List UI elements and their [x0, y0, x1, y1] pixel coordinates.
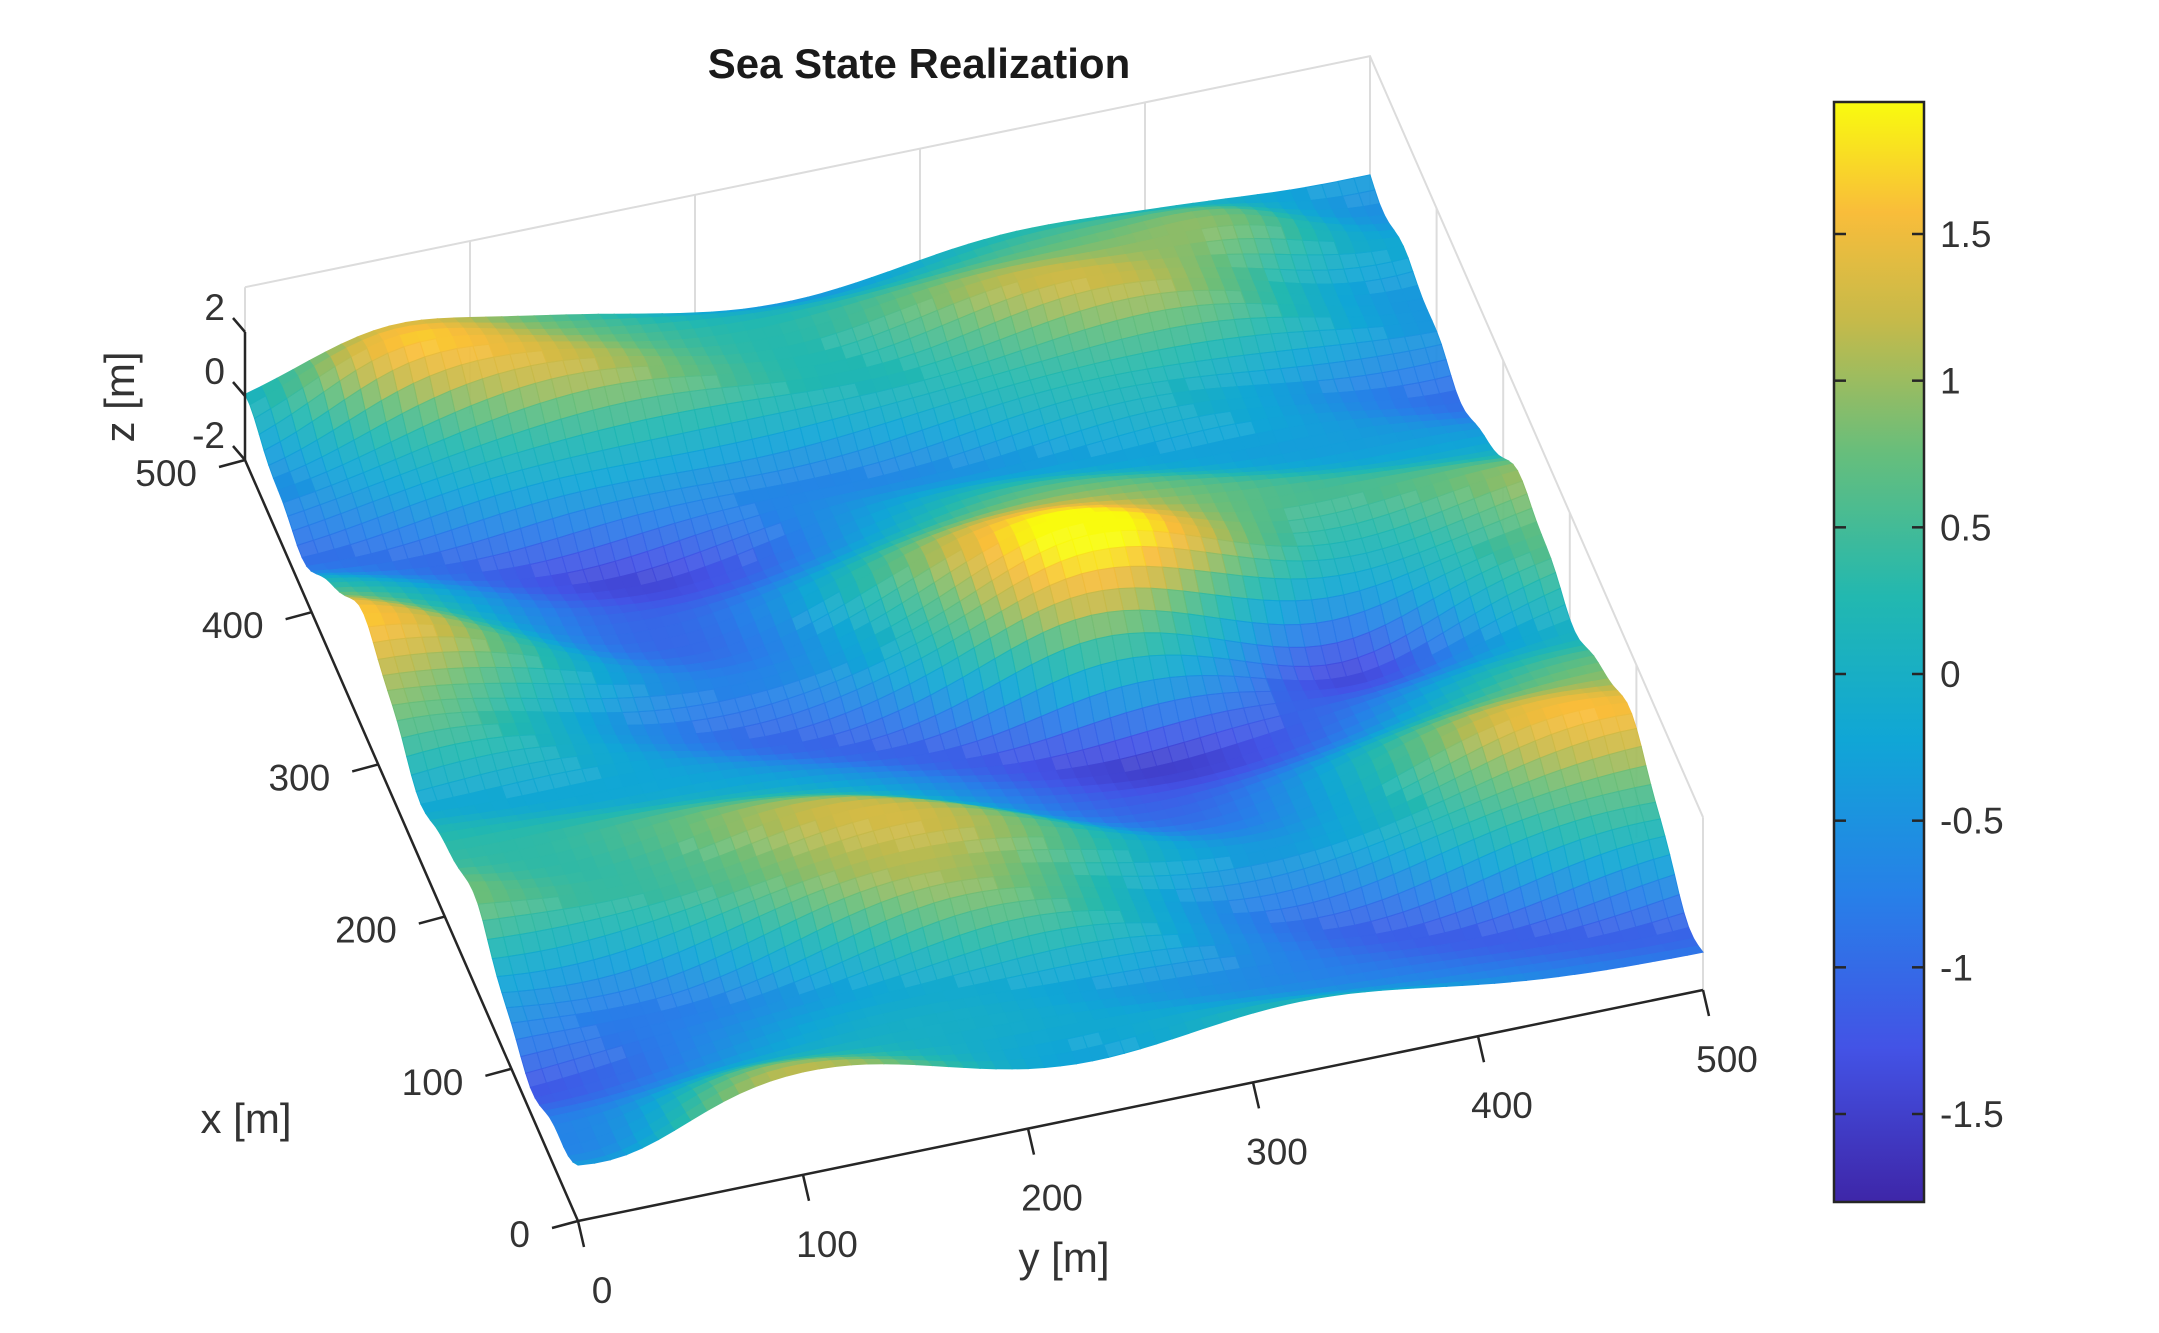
x-axis-label: x [m]	[201, 1095, 292, 1142]
x-tick-mark	[285, 610, 312, 621]
wave-surface	[244, 174, 1704, 1166]
x-tick-label: 400	[202, 605, 264, 646]
colorbar-tick-label: 1	[1940, 361, 1961, 402]
colorbar-tick-label: 0.5	[1940, 507, 1991, 548]
y-tick-mark	[1701, 989, 1711, 1017]
z-tick-mark	[232, 445, 246, 461]
colorbar-tick-label: 1.5	[1940, 214, 1991, 255]
x-tick-mark	[418, 915, 446, 925]
y-tick-mark	[576, 1220, 586, 1248]
z-tick-label: -2	[192, 415, 225, 456]
y-tick-label: 300	[1246, 1131, 1308, 1172]
x-tick-label: 0	[509, 1214, 530, 1255]
y-tick-label: 0	[592, 1270, 613, 1311]
y-tick-label: 400	[1471, 1085, 1533, 1126]
chart-title: Sea State Realization	[708, 40, 1130, 87]
z-tick-mark	[232, 381, 246, 397]
x-tick-mark	[485, 1067, 512, 1078]
x-tick-label: 300	[268, 757, 330, 798]
x-tick-mark	[218, 458, 246, 469]
y-axis-label: y [m]	[1019, 1234, 1110, 1281]
y-tick-mark	[801, 1174, 811, 1202]
z-tick-mark	[232, 317, 246, 333]
back-frame	[244, 55, 1704, 818]
y-tick-mark	[1476, 1035, 1486, 1063]
colorbar-tick-label: 0	[1940, 654, 1961, 695]
x-tick-label: 100	[402, 1062, 464, 1103]
z-tick-label: 0	[204, 351, 225, 392]
x-tick-mark	[351, 763, 379, 773]
colorbar-tick-label: -1.5	[1940, 1094, 2004, 1135]
y-tick-label: 200	[1021, 1178, 1083, 1219]
colorbar-tick-label: -1	[1940, 947, 1973, 988]
z-tick-label: 2	[204, 287, 225, 328]
x-tick-mark	[551, 1219, 579, 1230]
z-axis-label: z [m]	[96, 352, 143, 443]
colorbar-tick-label: -0.5	[1940, 801, 2004, 842]
y-tick-mark	[1251, 1082, 1261, 1109]
x-tick-label: 500	[135, 453, 197, 494]
y-tick-label: 100	[796, 1224, 858, 1265]
colorbar-gradient	[1832, 100, 1926, 1204]
colorbar: -1.5 -1 -0.5 0 0.5 1 1.5	[1832, 100, 2004, 1204]
y-tick-mark	[1026, 1128, 1036, 1155]
y-tick-label: 500	[1696, 1039, 1758, 1080]
z-axis: -2 0 2	[192, 287, 247, 461]
x-tick-label: 200	[335, 910, 397, 951]
